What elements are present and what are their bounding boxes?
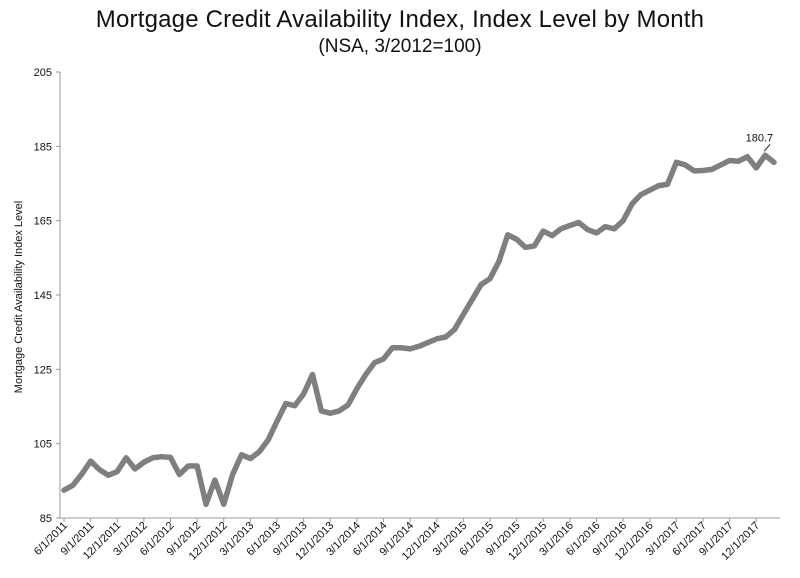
axes — [59, 72, 780, 519]
x-axis-ticks: 6/1/20119/1/201112/1/20113/1/20126/1/201… — [32, 518, 762, 563]
y-axis-label: Mortgage Credit Availability Index Level — [13, 201, 25, 393]
plot-area — [61, 152, 777, 507]
y-tick-label: 205 — [34, 67, 52, 79]
annotation-label: 180.7 — [746, 132, 774, 144]
series-line — [61, 152, 777, 507]
annotation-leader — [763, 143, 771, 152]
y-tick-label: 165 — [34, 216, 52, 228]
y-axis-ticks: 85 105 125 145 165 185 205 — [34, 67, 60, 525]
y-tick-label: 105 — [34, 439, 52, 451]
y-tick-label: 125 — [34, 364, 52, 376]
chart-title: Mortgage Credit Availability Index, Inde… — [95, 6, 705, 33]
y-tick-label: 85 — [40, 513, 52, 525]
value-annotation: 180.7 — [746, 132, 774, 152]
chart-subtitle: (NSA, 3/2012=100) — [318, 36, 482, 57]
y-tick-label: 185 — [34, 141, 52, 153]
y-tick-label: 145 — [34, 290, 52, 302]
